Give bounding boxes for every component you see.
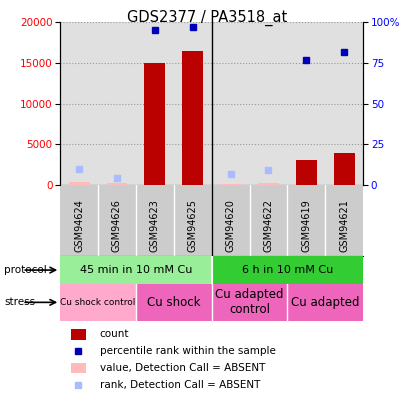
Bar bbox=[334, 153, 354, 185]
Text: GDS2377 / PA3518_at: GDS2377 / PA3518_at bbox=[127, 10, 288, 26]
Bar bbox=[182, 51, 203, 185]
Text: GSM94625: GSM94625 bbox=[188, 199, 198, 252]
Text: percentile rank within the sample: percentile rank within the sample bbox=[100, 346, 276, 356]
Text: Cu adapted: Cu adapted bbox=[291, 296, 359, 309]
Text: GSM94621: GSM94621 bbox=[339, 199, 349, 252]
Text: GSM94624: GSM94624 bbox=[74, 199, 84, 252]
Bar bbox=[287, 284, 363, 321]
Text: rank, Detection Call = ABSENT: rank, Detection Call = ABSENT bbox=[100, 380, 260, 390]
Text: 6 h in 10 mM Cu: 6 h in 10 mM Cu bbox=[242, 265, 333, 275]
Text: GSM94620: GSM94620 bbox=[226, 199, 236, 252]
Bar bbox=[60, 256, 212, 284]
Bar bbox=[212, 284, 287, 321]
Bar bbox=[212, 256, 363, 284]
Bar bbox=[71, 362, 86, 373]
Bar bbox=[71, 329, 86, 340]
Text: GSM94622: GSM94622 bbox=[264, 199, 273, 252]
Bar bbox=[60, 284, 136, 321]
Text: stress: stress bbox=[4, 297, 35, 307]
Text: GSM94619: GSM94619 bbox=[301, 199, 311, 252]
Bar bbox=[258, 183, 279, 185]
Text: GSM94623: GSM94623 bbox=[150, 199, 160, 252]
Bar bbox=[296, 160, 317, 185]
Bar bbox=[136, 284, 212, 321]
Text: value, Detection Call = ABSENT: value, Detection Call = ABSENT bbox=[100, 363, 265, 373]
Text: 45 min in 10 mM Cu: 45 min in 10 mM Cu bbox=[80, 265, 192, 275]
Text: Cu shock: Cu shock bbox=[147, 296, 200, 309]
Text: protocol: protocol bbox=[4, 265, 47, 275]
Text: Cu adapted
control: Cu adapted control bbox=[215, 288, 284, 316]
Bar bbox=[220, 184, 241, 185]
Text: GSM94626: GSM94626 bbox=[112, 199, 122, 252]
Bar bbox=[107, 183, 127, 185]
Text: count: count bbox=[100, 329, 129, 339]
Text: Cu shock control: Cu shock control bbox=[60, 298, 136, 307]
Bar bbox=[69, 182, 90, 185]
Bar bbox=[144, 63, 165, 185]
